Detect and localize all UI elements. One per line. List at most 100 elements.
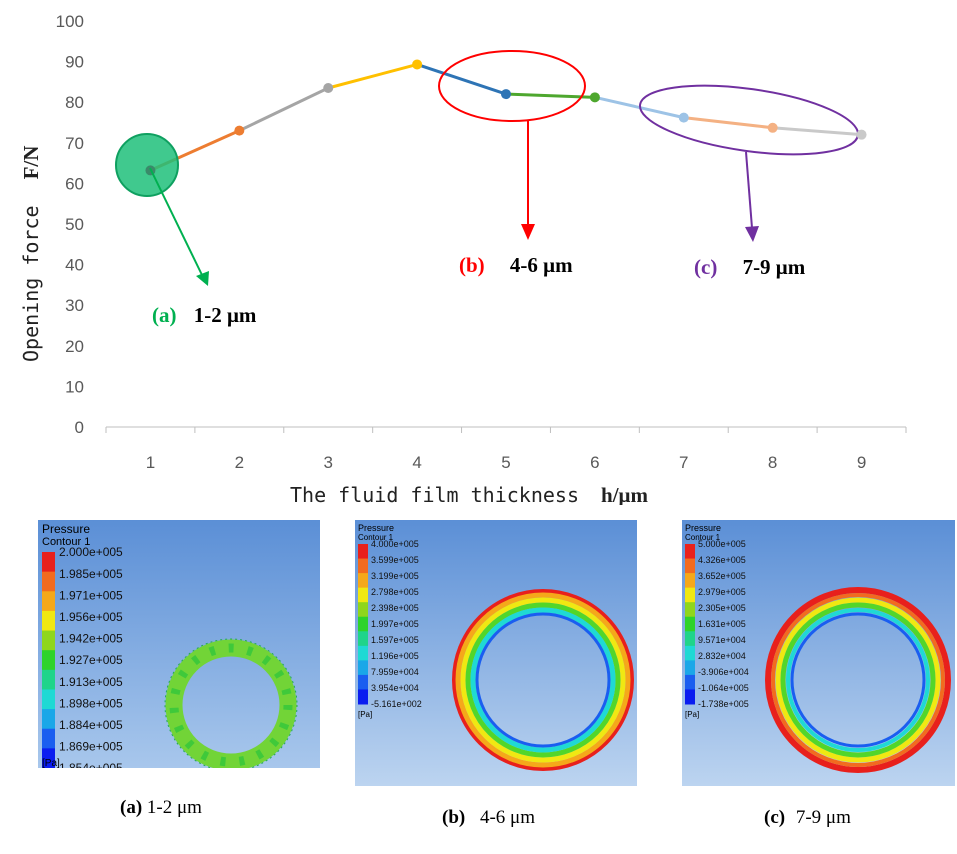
legend-label: -1.064e+005 [698,683,749,693]
legend-label: 1.854e+005 [59,761,123,768]
panel-a-title: Pressure [42,522,90,536]
annotation-b-letter: (b) [459,253,485,277]
panel-a-legend-bar [42,552,55,768]
legend-label: 3.652e+005 [698,571,746,581]
y-axis-title: Opening force F/N [19,146,43,362]
legend-swatch [685,674,695,690]
y-tick-label: 70 [65,134,84,153]
legend-swatch [42,748,55,768]
panel-b-title: Pressure [358,523,394,533]
panel-c-title: Pressure [685,523,721,533]
y-tick-label: 20 [65,337,84,356]
legend-swatch [358,674,368,690]
legend-swatch [42,591,55,612]
annotation-c-text: 7-9 μm [743,255,806,279]
opening-force-chart: 0 10 20 30 40 50 60 70 80 90 100 1 2 3 4 5 6 7 8 9 (a) 1-2… [19,12,907,505]
annotation-a: (a) 1-2 μm [152,303,257,327]
y-tick-label: 10 [65,377,84,396]
panel-c-legend-bar [685,544,695,705]
series-segment [238,86,329,132]
legend-label: 7.959e+004 [371,667,419,677]
seal-ring-c-blue [790,612,926,748]
legend-label: 5.000e+005 [698,539,746,549]
annotation-b-text: 4-6 μm [510,253,573,277]
caption-a-text: 1-2 μm [146,797,202,818]
x-axis-title-text: The fluid film thickness [290,483,579,505]
panel-a-unit: [Pa] [42,758,60,768]
legend-label: 4.326e+005 [698,555,746,565]
series-segments [149,62,862,172]
panel-a-subtitle: Contour 1 [42,536,90,548]
legend-swatch [685,631,695,647]
x-axis-title-unit: h/μm [601,483,648,505]
data-point [589,92,600,103]
legend-swatch [685,689,695,705]
x-tick-marks [105,427,907,433]
seal-ring-c-yellow [775,597,941,763]
y-tick-label: 60 [65,174,84,193]
seal-ring-c-green [780,602,936,758]
seal-ring-b-red [452,589,634,771]
legend-label: 2.979e+005 [698,587,746,597]
legend-swatch [42,689,55,710]
legend-swatch [42,571,55,592]
annotation-c-letter: (c) [694,255,717,279]
legend-label: 3.954e+004 [371,683,419,693]
panel-c-unit: [Pa] [685,710,699,719]
panel-b-unit: [Pa] [358,710,372,719]
legend-swatch [42,610,55,632]
legend-label: -5.161e+002 [371,699,422,709]
seal-ring-b-green [465,602,621,758]
y-tick-label: 80 [65,93,84,112]
caption-c-letter: (c) [764,807,786,828]
legend-label: 2.305e+005 [698,603,746,613]
contour-panel-c: Pressure Contour 1 5.000e+005 4.326e+005 3… [682,520,955,786]
arrow-c [745,151,759,242]
data-point [678,112,689,123]
legend-swatch [358,631,368,647]
legend-swatch [685,660,695,676]
legend-label: 1.884e+005 [59,718,123,732]
x-tick-label: 8 [768,453,777,472]
seal-ring-c-orange [771,593,945,767]
legend-label: 1.597e+005 [371,635,419,645]
legend-swatch [685,602,695,618]
highlight-circle-a [115,133,179,197]
seal-ring-c-red [765,587,951,773]
data-point [856,129,867,140]
legend-swatch [685,587,695,603]
caption-b: (b) 4-6 μm [442,807,535,829]
legend-swatch [358,573,368,589]
panel-a-legend-labels: 2.000e+005 1.985e+005 1.971e+005 1.956e+005… [59,545,123,768]
legend-swatch [358,645,368,661]
legend-label: 2.832e+004 [698,651,746,661]
legend-label: 1.985e+005 [59,567,123,581]
y-axis-title-text: Opening force [19,205,43,362]
contour-panel-a: Pressure Contour 1 2.000e+005 1.985e+005 1… [38,520,320,768]
x-tick-label: 6 [590,453,599,472]
annotation-a-text: 1-2 μm [194,303,257,327]
legend-swatch [42,728,55,749]
seal-ring-b-orange [455,592,631,768]
series-segment [416,63,507,96]
seal-ring-b-blue [475,612,611,748]
x-tick-label: 1 [146,453,155,472]
series-points [145,59,867,176]
legend-label: -3.906e+004 [698,667,749,677]
contour-panel-b: Pressure Contour 1 4.000e+005 3.599e+005 3… [355,520,637,786]
legend-swatch [685,645,695,661]
legend-label: 1.631e+005 [698,619,746,629]
arrow-a [149,167,209,286]
seal-ring-b-cyan [470,607,616,753]
x-tick-labels: 1 2 3 4 5 6 7 8 9 [146,453,867,472]
panel-c-subtitle: Contour 1 [685,533,721,542]
legend-label: 2.000e+005 [59,545,123,559]
highlight-ellipse-c [638,84,860,156]
legend-label: 2.398e+005 [371,603,419,613]
legend-swatch [358,602,368,618]
legend-swatch [42,709,55,730]
panel-b-legend-bar [358,544,368,705]
y-axis-title-unit: F/N [19,146,43,180]
legend-swatch [358,616,368,632]
caption-c-text: 7-9 μm [795,807,851,828]
